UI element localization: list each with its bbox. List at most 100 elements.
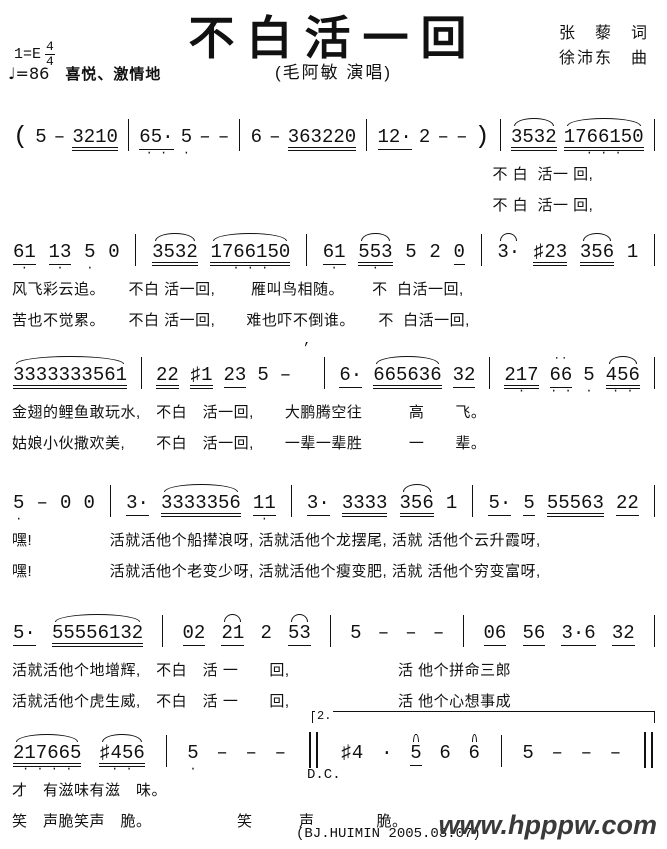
double-barline <box>643 732 653 768</box>
note-group: 5 <box>187 742 199 773</box>
note-group: – <box>245 742 257 764</box>
note-group: 55556132 <box>51 614 144 649</box>
note-group: 32 <box>452 364 476 391</box>
lyrics-rows: 才 有滋味有滋 味。笑 声脆笑声 脆。 笑 声 脆。 <box>12 775 659 837</box>
lyrics-rows: 金翅的鲤鱼敢玩水, 不白 活一回, 大鹏腾空往 高 飞。 姑娘小伙撒欢美, 不白 … <box>12 397 659 459</box>
note-group: 6 <box>469 734 480 769</box>
note-group: 5 <box>257 364 269 386</box>
lyrics-rows: 风飞彩云追。 不白 活一回, 雁叫鸟相随。 不 白活一回, 苦也不觉累。 不白 活… <box>12 274 659 336</box>
note-group: 02 <box>182 622 206 649</box>
note-group: ♯4 <box>340 742 364 764</box>
barline <box>324 357 326 389</box>
author-credits: 张 藜 词 徐沛东 曲 <box>559 22 649 72</box>
note-group: 5 <box>410 734 422 769</box>
notation-symbol: ( <box>13 122 29 151</box>
lyrics-rows: 不 白 活一 回, 不 白 活一 回, <box>12 159 659 221</box>
note-group: 3·6 <box>561 622 596 649</box>
note-group: 0 <box>108 241 120 263</box>
note-group: 3333 <box>341 492 388 519</box>
note-group: 22 <box>155 364 179 391</box>
barline <box>290 485 292 517</box>
note-group: 55563 <box>546 492 604 519</box>
barline <box>366 119 368 151</box>
barline <box>654 234 655 266</box>
note-group: – <box>199 126 211 148</box>
lyric-line: 笑 声脆笑声 脆。 笑 声 脆。 <box>12 813 408 830</box>
note-group: 61 <box>13 241 36 272</box>
note-group: 6 <box>439 742 451 764</box>
note-group: 363220 <box>287 126 357 153</box>
note-group: 13 <box>48 241 72 272</box>
tempo-marking: ♩=86 <box>8 64 50 83</box>
note-group: 5 <box>583 364 595 395</box>
note-group: 665636 <box>373 356 442 391</box>
note-group: 3532 <box>152 233 198 268</box>
note-group: 2 <box>418 126 431 148</box>
note-group: 3210 <box>72 126 118 153</box>
note-group: 3· <box>306 492 330 519</box>
barline <box>239 119 241 151</box>
barline <box>141 357 142 389</box>
note-group: 0 <box>60 492 72 514</box>
barline <box>489 357 491 389</box>
note-group: – <box>551 742 563 764</box>
lyric-line: 嘿! 活就活他个老变少呀, 活就活他个瘦变肥, 活就 活他个穷变富呀, <box>12 563 541 580</box>
note-group: – <box>432 622 445 644</box>
barline <box>653 119 655 151</box>
barline <box>306 234 308 266</box>
note-group: 456 <box>605 356 640 395</box>
double-barline <box>308 732 318 768</box>
barline <box>128 119 130 151</box>
barline <box>165 735 167 767</box>
lyric-line: 才 有滋味有滋 味。 <box>12 782 168 799</box>
note-group: 5 <box>405 241 417 263</box>
barline <box>110 485 111 517</box>
note-group: 6 <box>250 126 262 148</box>
note-group: 3· <box>126 492 149 519</box>
note-group: 32 <box>611 622 635 649</box>
note-group: – <box>269 126 281 148</box>
note-group: 217665 <box>13 734 82 773</box>
note-group: – <box>437 126 449 148</box>
meter-denominator: 4 <box>45 53 55 69</box>
note-group: ♯1 <box>189 364 213 391</box>
note-group: 2 <box>429 241 441 263</box>
note-group: 5 <box>84 241 96 272</box>
page-title: 不白活一回 <box>188 11 479 65</box>
lyric-line: 不 白 活一 回, <box>12 197 594 214</box>
note-group: – <box>36 492 48 514</box>
lyric-line: 嘿! 活就活他个船撵浪呀, 活就活他个龙摆尾, 活就 活他个云升霞呀, <box>12 532 541 549</box>
barline <box>329 615 331 647</box>
lyric-line: 风飞彩云追。 不白 活一回, 雁叫鸟相随。 不 白活一回, <box>12 281 464 298</box>
note-group: 553 <box>358 233 393 272</box>
note-group: 3532 <box>511 118 557 153</box>
composer-credit: 徐沛东 曲 <box>558 49 649 67</box>
note-group: 0 <box>453 241 465 268</box>
note-group: 22 <box>615 492 639 519</box>
barline <box>480 234 482 266</box>
note-group: 65· <box>139 126 174 157</box>
barline <box>653 485 655 517</box>
note-group: 3· <box>497 233 520 268</box>
note-group: – <box>609 742 622 764</box>
music-system-1: (5–321065·5––6–36322012·2––)35321766150 … <box>12 95 659 221</box>
barline <box>135 234 137 266</box>
barline <box>162 615 164 647</box>
note-group: 56 <box>522 622 546 649</box>
note-group: 0 <box>83 492 95 514</box>
lyric-line: 活就活他个虎生威, 不白 活 一 回, 活 他个心想事成 <box>12 693 512 710</box>
lyricist-credit: 张 藜 词 <box>558 25 649 42</box>
performer-credit: (毛阿敏 演唱) <box>274 63 393 82</box>
lyric-line: 苦也不觉累。 不白 活一回, 难也吓不倒谁。 不 白活一回, <box>12 312 470 329</box>
second-ending-bracket: 2. <box>312 709 655 723</box>
note-group: – <box>377 622 390 644</box>
barline <box>463 615 465 647</box>
note-group: ♯23 <box>532 241 568 268</box>
note-group: ♯456 <box>99 734 145 773</box>
note-group: 66 <box>549 364 573 395</box>
